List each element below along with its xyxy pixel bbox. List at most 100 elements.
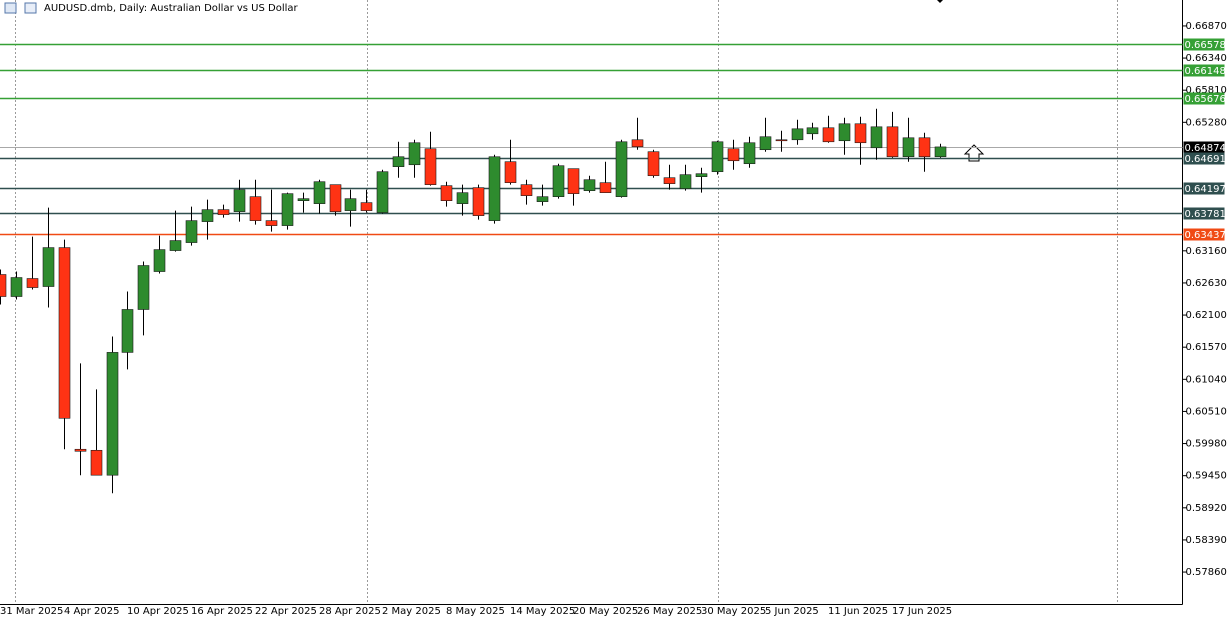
y-tick-label: 0.62630 [1186,278,1227,289]
candle-body [217,209,230,215]
candle-body [313,181,326,204]
candle-body [647,151,660,177]
level-label-box [1183,152,1225,165]
y-tick-label: 0.59450 [1186,471,1227,482]
candle-body [838,123,851,142]
period-separators [15,0,1118,604]
level-label: 0.64197 [1185,184,1226,195]
candle-body [424,148,437,185]
x-tick-label: 28 Apr 2025 [319,606,381,617]
candle-body [42,247,55,287]
x-tick-label: 31 Mar 2025 [0,606,63,617]
candle-body [631,139,644,148]
level-label: 0.63781 [1185,209,1226,220]
candle-body [567,168,580,194]
candle-body [185,220,198,243]
y-tick-label: 0.66870 [1186,21,1227,32]
candle-body [583,179,596,191]
x-tick-label: 10 Apr 2025 [127,606,189,617]
y-tick-label: 0.57860 [1186,567,1227,578]
candle-body [822,127,835,143]
candle-body [488,156,501,221]
candle-body [392,156,405,167]
candle-body [806,127,819,135]
y-tick-label: 0.59980 [1186,439,1227,450]
level-label: 0.64691 [1185,154,1226,165]
y-tick-label: 0.62100 [1186,310,1227,321]
chart-title: AUDUSD.dmb, Daily: Australian Dollar vs … [44,3,299,14]
candle-body [153,249,166,272]
x-tick-label: 30 May 2025 [701,606,766,617]
level-label-box [1183,182,1225,195]
x-tick-label: 17 Jun 2025 [892,606,952,617]
x-tick-label: 16 Apr 2025 [191,606,253,617]
candle-body [281,193,294,226]
candle-body [679,174,692,189]
candle-body [201,209,214,222]
y-tick-label: 0.65280 [1186,117,1227,128]
y-tick-label: 0.66340 [1186,53,1227,64]
candle-body [886,126,899,158]
y-tick-label: 0.63160 [1186,246,1227,257]
x-tick-label: 2 May 2025 [382,606,441,617]
candle-body [743,142,756,165]
candle-body [791,128,804,141]
candle-body [759,136,772,151]
candle-body [233,189,246,212]
candle-body [376,171,389,213]
x-tick-label: 20 May 2025 [573,606,638,617]
candle-body [695,173,708,177]
level-label-box [1183,228,1225,241]
y-tick-label: 0.60510 [1186,406,1227,417]
y-tick-label: 0.58920 [1186,503,1227,514]
level-label-box [1183,207,1225,220]
candle-body [137,265,150,310]
x-tick-label: 8 May 2025 [446,606,505,617]
candle-body [10,277,23,297]
level-label-box [1183,38,1225,51]
candle-body [599,182,612,193]
icon [4,2,17,14]
candle-body [552,165,565,197]
candle-body [727,148,740,162]
candle-body [504,161,517,183]
candle-body [106,352,119,476]
candle-body [870,126,883,149]
candle-body [902,137,915,158]
plot: 0.66870 0.66340 0.65810 0.65280 0.63160 0.626… [0,21,1227,617]
level-label-box [1183,64,1225,77]
candle-body [265,220,278,226]
candle-body [536,196,549,202]
marker-object [937,0,943,3]
candle-body [408,142,421,166]
candle-body [854,123,867,144]
title-icons [4,2,37,14]
candle-body [121,309,134,353]
candle-body [26,278,39,288]
candle-body [360,202,373,211]
candle-body [615,141,628,197]
x-tick-label: 22 Apr 2025 [255,606,317,617]
candle-body [58,247,71,419]
candle-body [329,184,342,212]
x-tick-label: 26 May 2025 [637,606,702,617]
icon [24,2,37,14]
candle-body [918,137,931,158]
candle-body [472,187,485,216]
candle-body [663,177,676,184]
level-label: 0.64874 [1185,143,1226,154]
candle-body [169,240,182,251]
y-tick-label: 0.58390 [1186,535,1227,546]
candle-body [456,192,469,204]
x-tick-label: 4 Apr 2025 [64,606,119,617]
level-label-box [1183,141,1225,154]
candle-body [934,146,947,158]
x-tick-label: 11 Jun 2025 [828,606,888,617]
candle-body [74,448,87,452]
y-tick-label: 0.61570 [1186,342,1227,353]
candle-body [297,198,310,201]
level-label: 0.63437 [1185,230,1226,241]
x-tick-label: 14 May 2025 [510,606,575,617]
candle-body [440,185,453,201]
